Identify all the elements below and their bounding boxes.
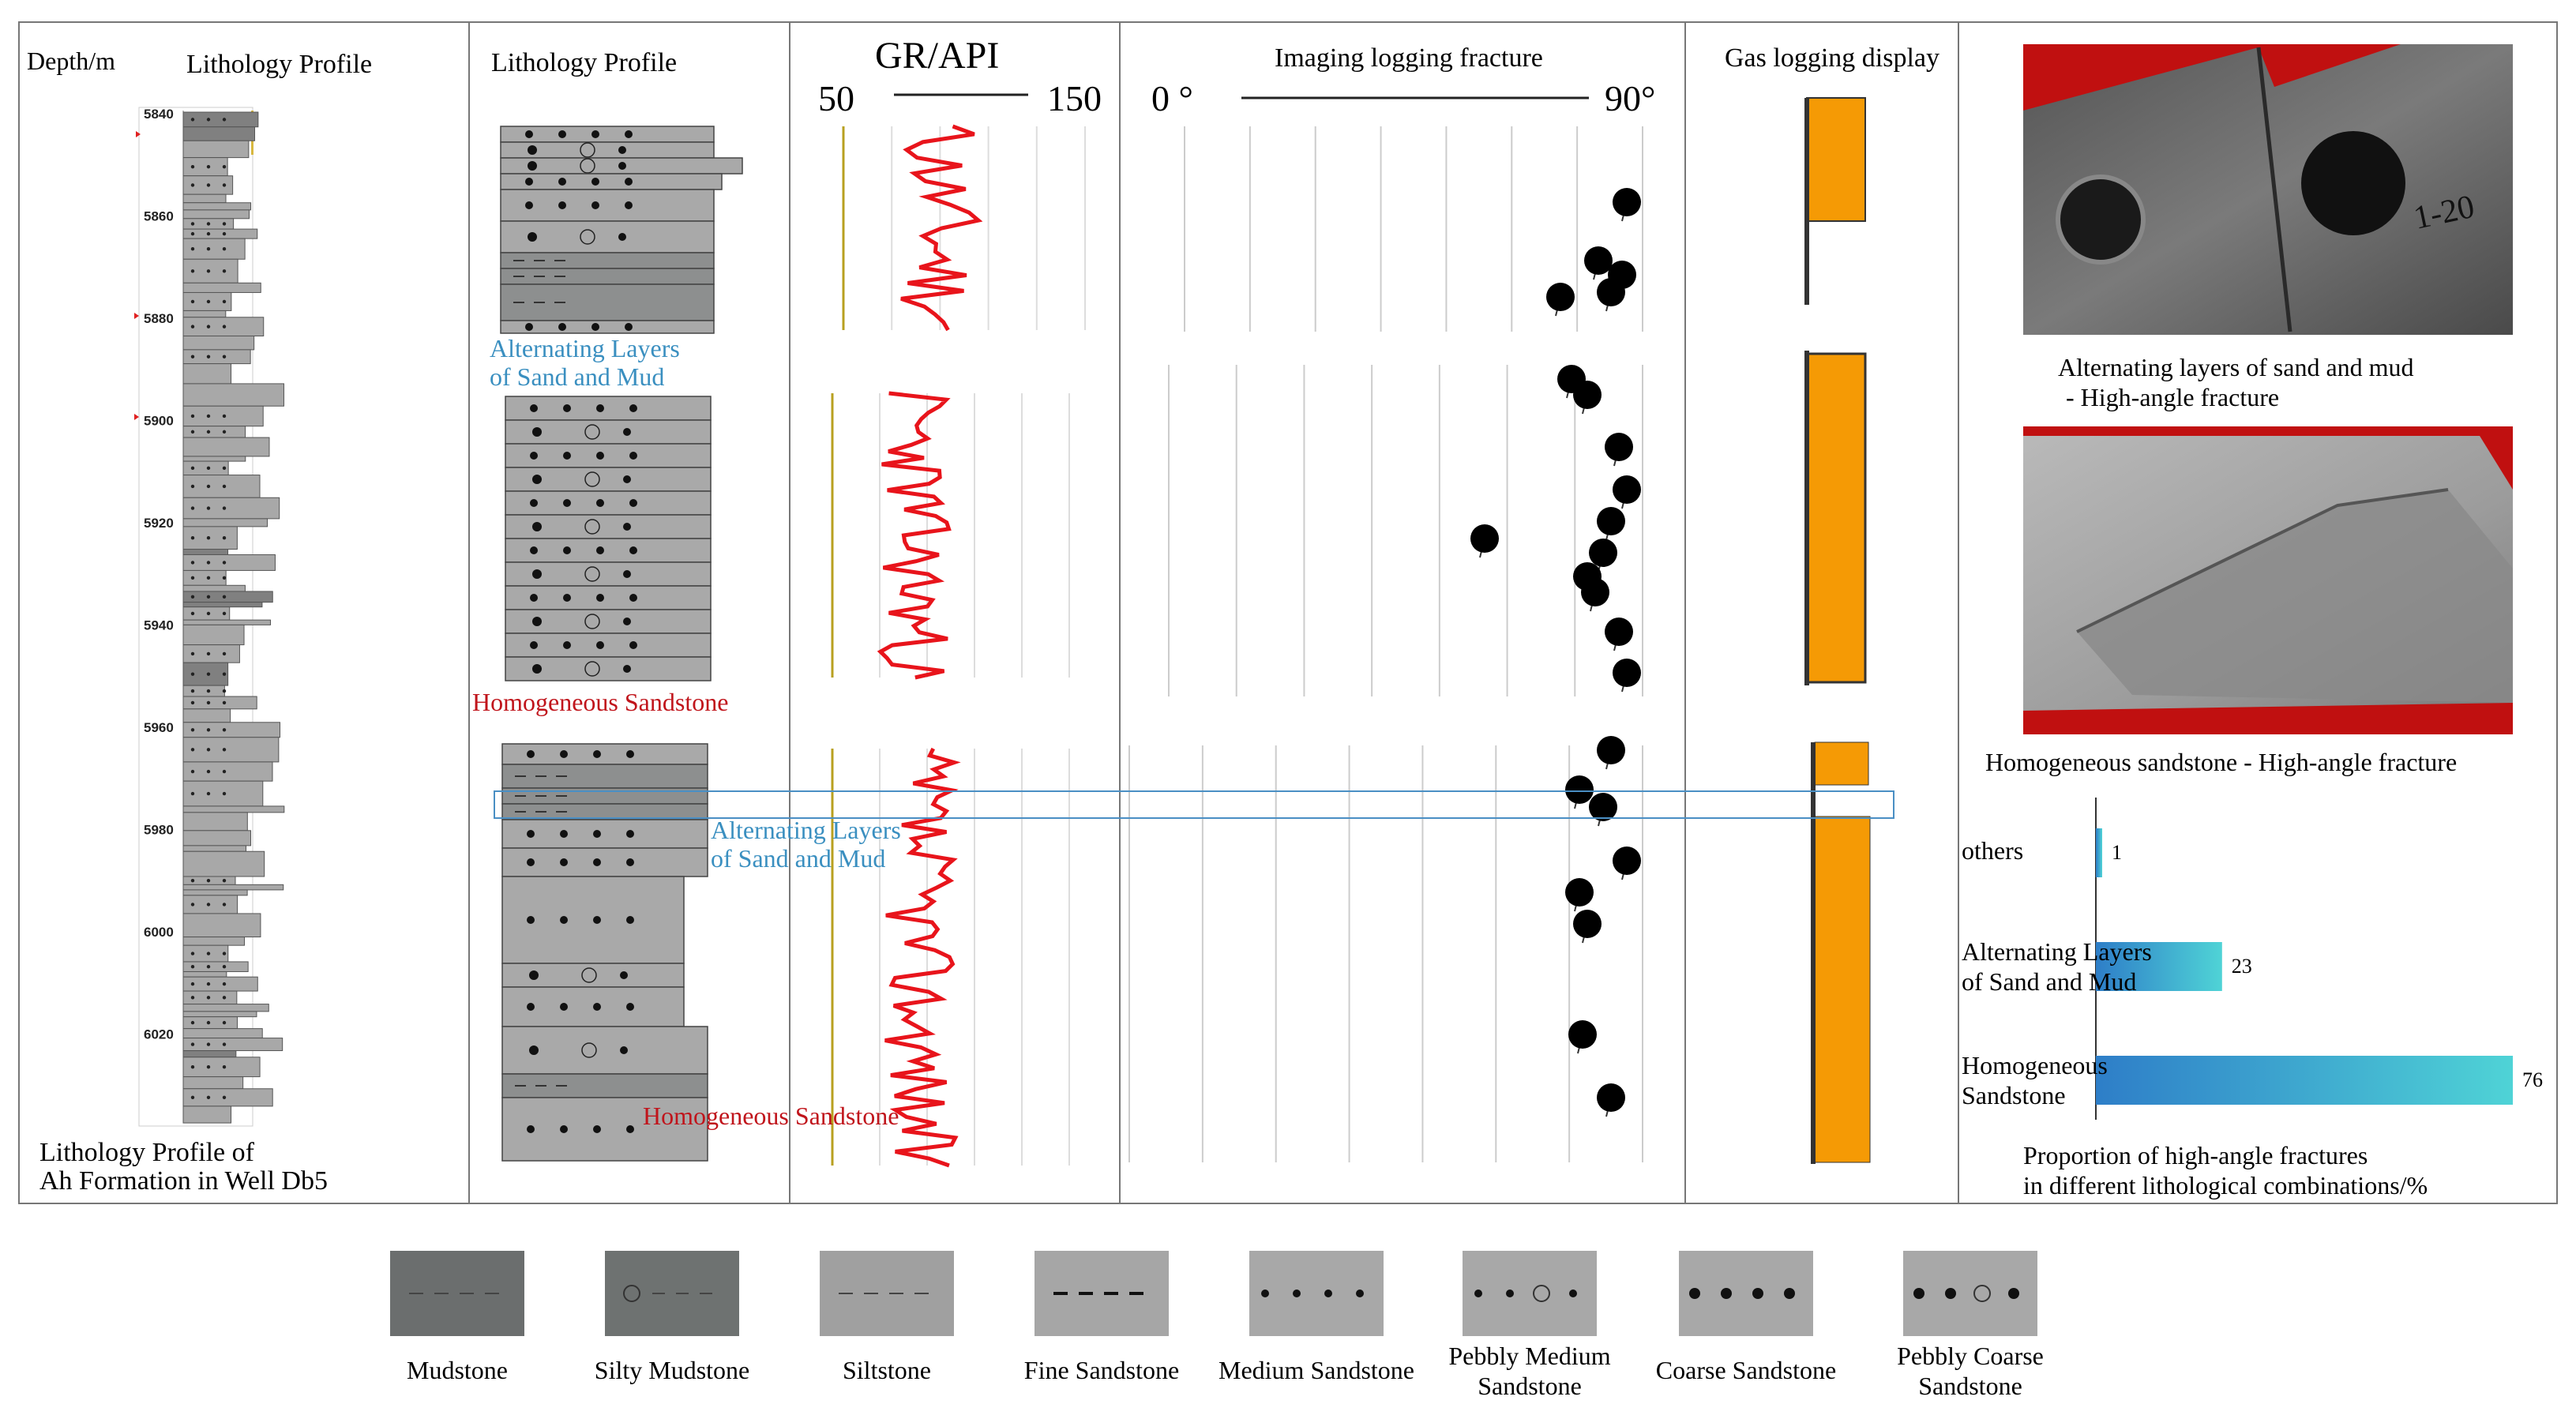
gas-bar-1: [1806, 97, 1866, 222]
depth-tick: 5940: [144, 618, 174, 633]
legend-item: Fine Sandstone: [1024, 1251, 1179, 1384]
legend-label: Coarse Sandstone: [1656, 1356, 1836, 1384]
depth-tick: 5920: [144, 516, 174, 531]
imaging-max: 90°: [1605, 78, 1655, 118]
legend-label: Sandstone: [1918, 1372, 2022, 1400]
frame: [18, 21, 2558, 1204]
gas-bar-3: [1814, 741, 1869, 786]
gr-max: 150: [1047, 78, 1102, 118]
segment-label-1: Alternating Layers of Sand and Mud: [490, 334, 680, 391]
bar-category-1: Alternating Layers: [1962, 937, 2152, 966]
svg-text:Alternating Layers: Alternating Layers: [711, 816, 901, 844]
bar-value-1: 23: [2232, 955, 2252, 978]
gas-bar-2: [1805, 352, 1867, 684]
legend-label: Pebbly Coarse: [1897, 1342, 2044, 1370]
depth-tick: 5900: [144, 414, 174, 429]
bar-category-0: others: [1962, 836, 2023, 865]
depth-tick: 6000: [144, 925, 174, 940]
lith-header-1: Lithology Profile: [186, 50, 372, 79]
photo-1-caption-2: - High-angle fracture: [2066, 383, 2279, 411]
depth-tick: 5860: [144, 209, 174, 224]
depth-arrows: [134, 131, 141, 420]
gas-column: [1804, 97, 1871, 1164]
legend-item: Siltstone: [820, 1251, 954, 1384]
depth-ticks: 5840 5860 5880 5900 5920 5940 5960 5980 6000 6020: [144, 107, 174, 1042]
imaging-tracks: [1128, 126, 1643, 1162]
bar-category-1: of Sand and Mud: [1962, 967, 2136, 996]
highlight-interval: [494, 790, 1894, 819]
depth-header: Depth/m: [27, 47, 115, 75]
photo-1-caption-1: Alternating layers of sand and mud: [2058, 353, 2414, 381]
depth-tick: 5880: [144, 311, 174, 326]
gas-header: Gas logging display: [1725, 43, 1940, 73]
svg-text:Alternating Layers: Alternating Layers: [490, 334, 680, 362]
full-lithology-column: [138, 107, 285, 1127]
core-photo-1: 1-20: [2023, 44, 2513, 335]
bar-category-2: Sandstone: [1962, 1081, 2066, 1109]
photo-2-caption: Homogeneous sandstone - High-angle fract…: [1985, 748, 2457, 776]
bar-0: [2096, 828, 2102, 877]
legend-item: Medium Sandstone: [1219, 1251, 1414, 1384]
depth-tick: 6020: [144, 1027, 174, 1042]
gas-bar-4: [1814, 816, 1871, 1163]
depth-tick: 5980: [144, 823, 174, 838]
bar-2: [2096, 1056, 2513, 1105]
segment-lithology-column: [500, 126, 743, 1162]
lithology-legend: Mudstone Silty Mudstone Siltstone Fine Sand…: [390, 1251, 2044, 1400]
svg-text:of Sand and Mud: of Sand and Mud: [711, 844, 885, 873]
legend-label: Pebbly Medium: [1448, 1342, 1610, 1370]
legend-item: Silty Mudstone: [595, 1251, 749, 1384]
segment-label-3: Alternating Layers of Sand and Mud: [711, 816, 901, 873]
legend-label: Sandstone: [1478, 1372, 1582, 1400]
legend-item: Mudstone: [390, 1251, 524, 1384]
legend-label: Mudstone: [407, 1356, 508, 1384]
chart-title-2: in different lithological combinations/%: [2023, 1171, 2428, 1199]
svg-text:of Sand and Mud: of Sand and Mud: [490, 362, 664, 391]
profile-caption-1: Lithology Profile of: [39, 1138, 255, 1167]
legend-item: Coarse Sandstone: [1656, 1251, 1836, 1384]
legend-label: Fine Sandstone: [1024, 1356, 1179, 1384]
legend-label: Silty Mudstone: [595, 1356, 749, 1384]
profile-caption-2: Ah Formation in Well Db5: [39, 1166, 328, 1196]
chart-title-1: Proportion of high-angle fractures: [2023, 1141, 2368, 1169]
depth-tick: 5960: [144, 720, 174, 735]
segment-label-2: Homogeneous Sandstone: [472, 688, 728, 716]
legend-label: Siltstone: [843, 1356, 931, 1384]
legend-label: Medium Sandstone: [1219, 1356, 1414, 1384]
lith-header-2: Lithology Profile: [491, 48, 677, 77]
bar-value-0: 1: [2112, 841, 2122, 864]
depth-tick: 5840: [144, 107, 174, 122]
bar-category-2: Homogeneous: [1962, 1051, 2108, 1079]
column-dividers: [468, 22, 1959, 1203]
gr-tracks: [831, 124, 1086, 1168]
core-photo-2: [2023, 426, 2513, 734]
gr-min: 50: [818, 78, 854, 118]
bar-1: [2096, 942, 2222, 991]
imaging-min: 0 °: [1151, 78, 1193, 118]
gr-header: GR/API: [875, 35, 999, 77]
segment-label-4: Homogeneous Sandstone: [643, 1102, 899, 1130]
bar-value-2: 76: [2522, 1068, 2543, 1091]
imaging-header: Imaging logging fracture: [1275, 43, 1543, 73]
